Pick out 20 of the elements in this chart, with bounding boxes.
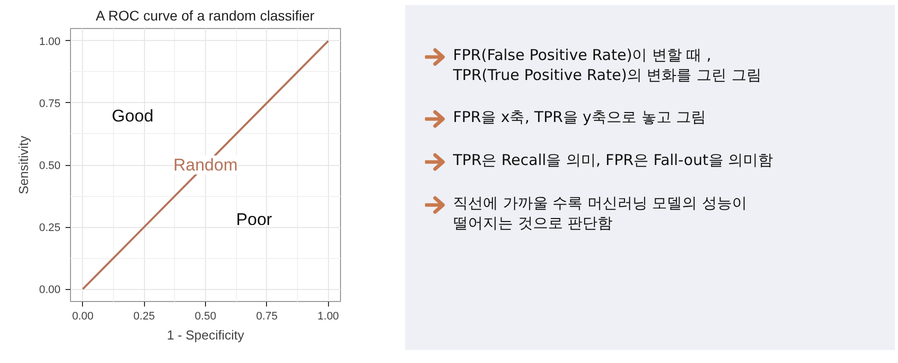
y-tick-label: 0.00 [39,284,61,296]
x-axis-title: 1 - Specificity [166,328,245,342]
text: TPR은 Recall을 의미, FPR은 Fall-out을 의미함 [453,150,774,171]
y-tick-label: 0.75 [39,98,61,110]
x-tick-label: 1.00 [318,310,339,322]
y-axis-title: Sensitivity [16,135,32,194]
annotation: Poor [236,210,272,230]
text: FPR을 x축, TPR을 y축으로 놓고 그림 [453,107,706,128]
y-tick-label: 0.50 [39,160,61,172]
series-label: Random [173,156,238,174]
x-tick-label: 0.25 [133,310,155,322]
y-tick-label: 0.25 [39,222,61,234]
x-tick-label: 0.50 [194,310,216,322]
text: FPR(False Positive Rate)이 변할 때 , TPR(True Positive Rate)의 변화를 그린 그림 [453,45,762,85]
text: 직선에 가까울 수록 머신러닝 모델의 성능이 떨어지는 것으로 판단함 [453,193,747,233]
x-tick-label: 0.75 [256,310,278,322]
x-tick-label: 0.00 [72,310,94,322]
annotation: Good [112,106,154,126]
y-tick-label: 1.00 [39,36,61,48]
chart-title: A ROC curve of a random classifier [96,8,315,24]
